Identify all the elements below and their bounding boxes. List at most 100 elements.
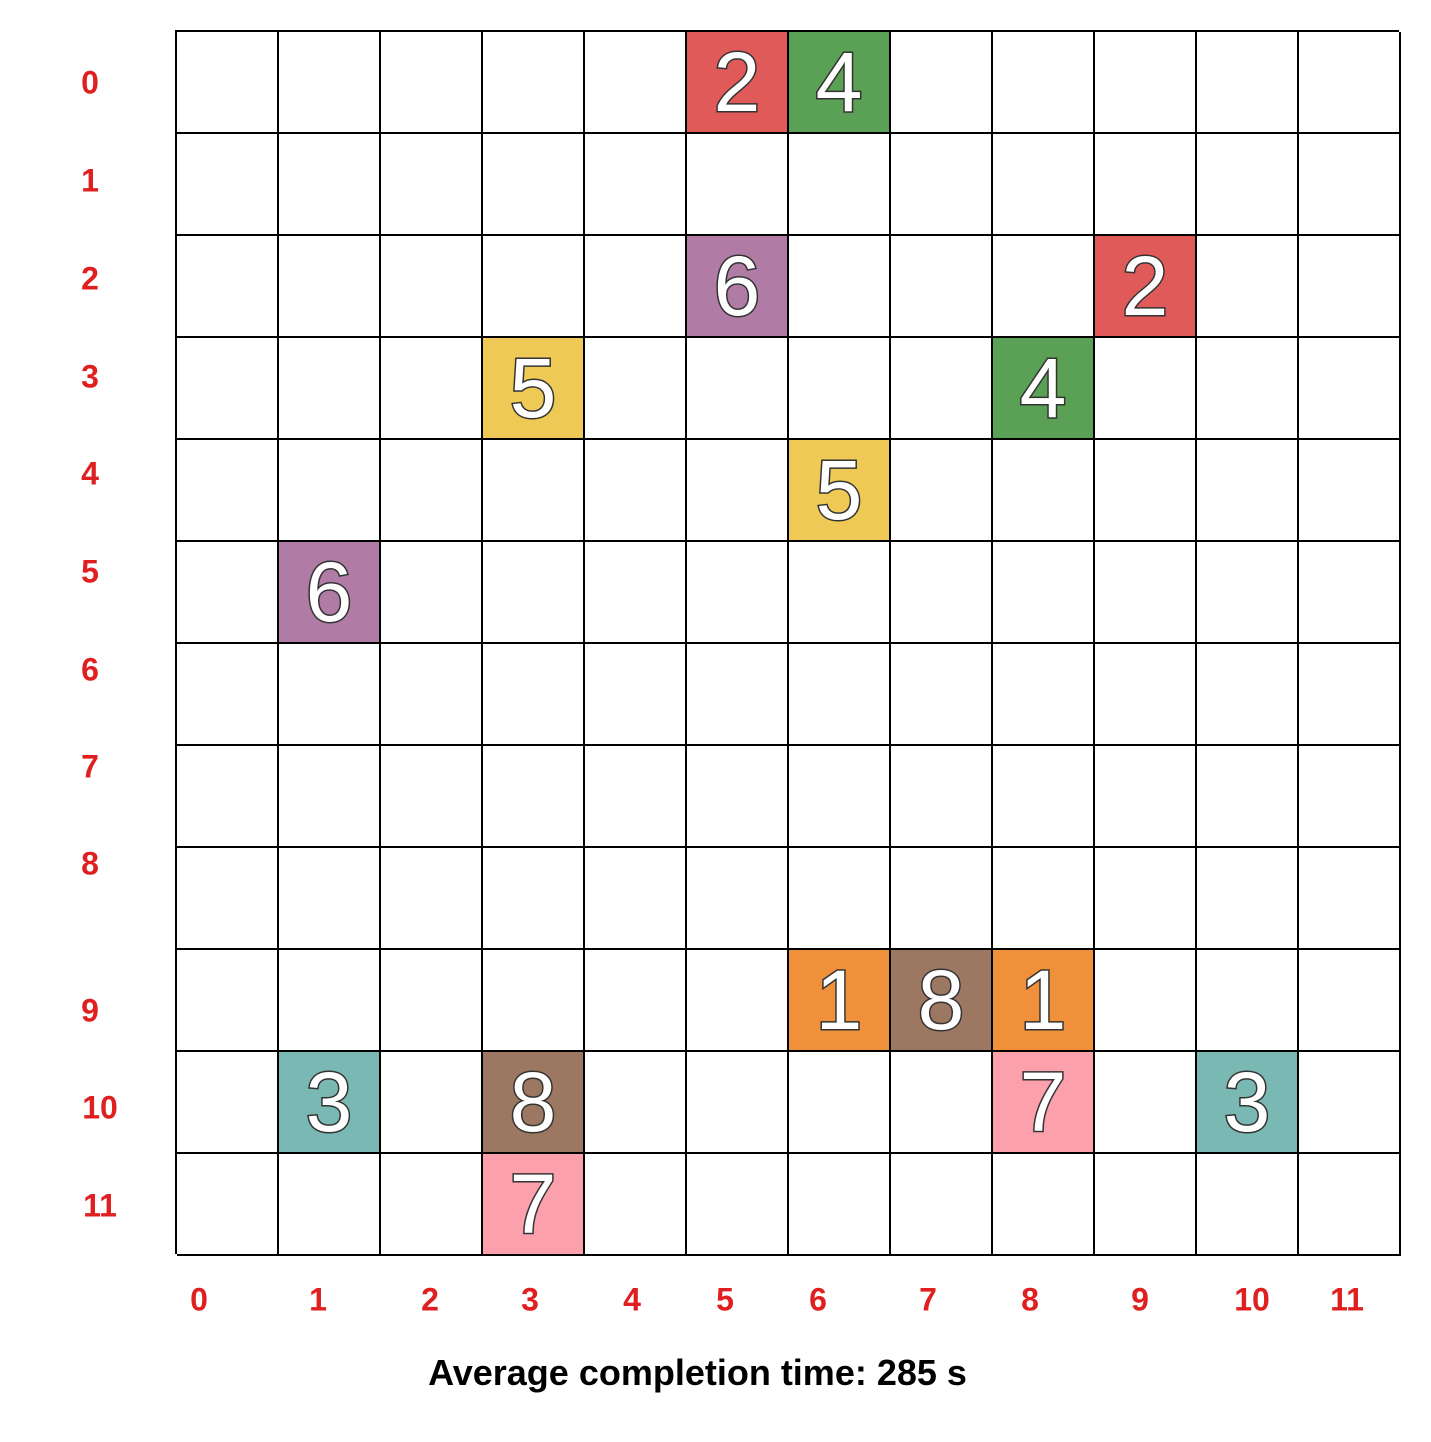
grid-cell-r6-c11[interactable] (1299, 644, 1401, 746)
grid-cell-r2-c4[interactable] (585, 236, 687, 338)
grid-cell-r9-c3[interactable] (483, 950, 585, 1052)
grid-cell-r9-c11[interactable] (1299, 950, 1401, 1052)
grid-cell-r2-c8[interactable] (993, 236, 1095, 338)
grid-cell-r4-c9[interactable] (1095, 440, 1197, 542)
grid-cell-r4-c7[interactable] (891, 440, 993, 542)
grid-cell-r6-c3[interactable] (483, 644, 585, 746)
grid-cell-r4-c3[interactable] (483, 440, 585, 542)
number-tile[interactable]: 8 (483, 1052, 585, 1154)
grid-cell-r9-c1[interactable] (279, 950, 381, 1052)
number-tile[interactable]: 3 (279, 1052, 381, 1154)
grid-cell-r3-c2[interactable] (381, 338, 483, 440)
number-tile[interactable]: 1 (789, 950, 891, 1052)
grid-cell-r5-c9[interactable] (1095, 542, 1197, 644)
grid-cell-r5-c3[interactable] (483, 542, 585, 644)
number-tile[interactable]: 1 (993, 950, 1095, 1052)
grid-cell-r2-c0[interactable] (177, 236, 279, 338)
grid-cell-r0-c11[interactable] (1299, 32, 1401, 134)
grid-cell-r8-c8[interactable] (993, 848, 1095, 950)
grid-cell-r0-c9[interactable] (1095, 32, 1197, 134)
grid-cell-r9-c10[interactable] (1197, 950, 1299, 1052)
grid-cell-r2-c1[interactable] (279, 236, 381, 338)
grid-cell-r8-c5[interactable] (687, 848, 789, 950)
grid-cell-r5-c10[interactable] (1197, 542, 1299, 644)
grid-cell-r6-c1[interactable] (279, 644, 381, 746)
grid-cell-r4-c10[interactable] (1197, 440, 1299, 542)
grid-cell-r10-c2[interactable] (381, 1052, 483, 1154)
number-tile[interactable]: 7 (483, 1154, 585, 1256)
grid-cell-r8-c7[interactable] (891, 848, 993, 950)
grid-cell-r1-c4[interactable] (585, 134, 687, 236)
number-tile[interactable]: 2 (1095, 236, 1197, 338)
grid-cell-r0-c1[interactable] (279, 32, 381, 134)
grid-cell-r6-c5[interactable] (687, 644, 789, 746)
grid-cell-r4-c5[interactable] (687, 440, 789, 542)
grid-cell-r3-c6[interactable] (789, 338, 891, 440)
grid-cell-r1-c5[interactable] (687, 134, 789, 236)
grid-cell-r5-c6[interactable] (789, 542, 891, 644)
grid-cell-r8-c1[interactable] (279, 848, 381, 950)
grid-cell-r0-c7[interactable] (891, 32, 993, 134)
grid-cell-r1-c7[interactable] (891, 134, 993, 236)
number-tile[interactable]: 4 (993, 338, 1095, 440)
grid-cell-r7-c3[interactable] (483, 746, 585, 848)
number-tile[interactable]: 8 (891, 950, 993, 1052)
grid-cell-r7-c2[interactable] (381, 746, 483, 848)
grid-cell-r1-c8[interactable] (993, 134, 1095, 236)
grid-cell-r7-c6[interactable] (789, 746, 891, 848)
grid-cell-r8-c2[interactable] (381, 848, 483, 950)
grid-cell-r10-c9[interactable] (1095, 1052, 1197, 1154)
grid-cell-r7-c7[interactable] (891, 746, 993, 848)
grid-cell-r5-c0[interactable] (177, 542, 279, 644)
grid-cell-r4-c2[interactable] (381, 440, 483, 542)
grid-cell-r1-c9[interactable] (1095, 134, 1197, 236)
grid-cell-r2-c7[interactable] (891, 236, 993, 338)
grid-cell-r11-c4[interactable] (585, 1154, 687, 1256)
grid-cell-r10-c0[interactable] (177, 1052, 279, 1154)
grid-cell-r11-c8[interactable] (993, 1154, 1095, 1256)
grid-cell-r11-c5[interactable] (687, 1154, 789, 1256)
grid-cell-r7-c8[interactable] (993, 746, 1095, 848)
grid-cell-r7-c1[interactable] (279, 746, 381, 848)
grid-cell-r1-c6[interactable] (789, 134, 891, 236)
grid-cell-r7-c11[interactable] (1299, 746, 1401, 848)
grid-cell-r1-c10[interactable] (1197, 134, 1299, 236)
grid-cell-r10-c4[interactable] (585, 1052, 687, 1154)
grid-cell-r8-c0[interactable] (177, 848, 279, 950)
grid-cell-r8-c6[interactable] (789, 848, 891, 950)
grid-cell-r0-c10[interactable] (1197, 32, 1299, 134)
grid-cell-r10-c11[interactable] (1299, 1052, 1401, 1154)
grid-cell-r3-c11[interactable] (1299, 338, 1401, 440)
grid-cell-r3-c10[interactable] (1197, 338, 1299, 440)
grid-cell-r1-c1[interactable] (279, 134, 381, 236)
grid-cell-r0-c3[interactable] (483, 32, 585, 134)
grid-cell-r8-c3[interactable] (483, 848, 585, 950)
grid-cell-r0-c8[interactable] (993, 32, 1095, 134)
grid-cell-r3-c5[interactable] (687, 338, 789, 440)
grid-cell-r2-c2[interactable] (381, 236, 483, 338)
grid-cell-r6-c2[interactable] (381, 644, 483, 746)
grid-cell-r7-c10[interactable] (1197, 746, 1299, 848)
grid-cell-r7-c4[interactable] (585, 746, 687, 848)
grid-cell-r4-c11[interactable] (1299, 440, 1401, 542)
grid-cell-r10-c6[interactable] (789, 1052, 891, 1154)
grid-cell-r1-c2[interactable] (381, 134, 483, 236)
grid-cell-r9-c2[interactable] (381, 950, 483, 1052)
grid-cell-r8-c9[interactable] (1095, 848, 1197, 950)
grid-cell-r1-c3[interactable] (483, 134, 585, 236)
number-tile[interactable]: 7 (993, 1052, 1095, 1154)
grid-cell-r6-c7[interactable] (891, 644, 993, 746)
grid-cell-r5-c4[interactable] (585, 542, 687, 644)
grid-cell-r4-c1[interactable] (279, 440, 381, 542)
grid-cell-r1-c0[interactable] (177, 134, 279, 236)
grid-cell-r7-c0[interactable] (177, 746, 279, 848)
grid-cell-r8-c11[interactable] (1299, 848, 1401, 950)
grid-cell-r2-c6[interactable] (789, 236, 891, 338)
number-tile[interactable]: 2 (687, 32, 789, 134)
grid-cell-r6-c4[interactable] (585, 644, 687, 746)
grid-cell-r11-c10[interactable] (1197, 1154, 1299, 1256)
grid-cell-r4-c4[interactable] (585, 440, 687, 542)
grid-cell-r9-c9[interactable] (1095, 950, 1197, 1052)
grid-cell-r11-c0[interactable] (177, 1154, 279, 1256)
grid-cell-r2-c11[interactable] (1299, 236, 1401, 338)
